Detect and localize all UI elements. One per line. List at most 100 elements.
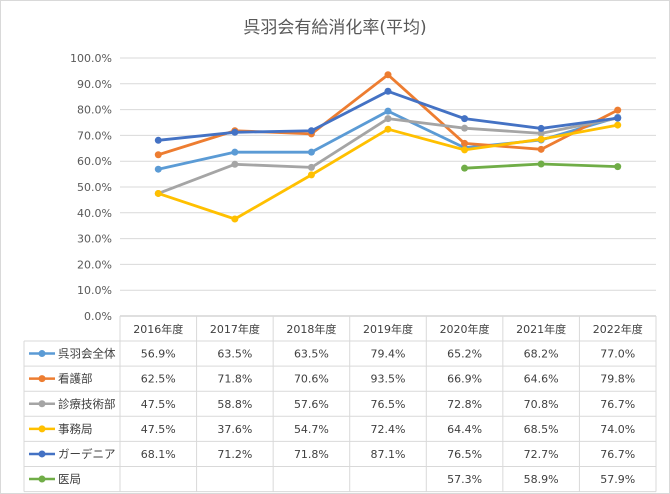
data-point (307, 127, 315, 135)
data-label: 68.1% (141, 448, 176, 461)
data-point (461, 124, 469, 132)
y-tick-label: 0.0% (84, 310, 112, 323)
data-point (537, 135, 545, 143)
legend-series-name: 事務局 (58, 422, 93, 436)
data-label: 79.4% (371, 348, 406, 361)
data-point (384, 125, 392, 133)
y-tick-label: 100.0% (70, 52, 112, 65)
y-tick-label: 90.0% (77, 78, 112, 91)
data-label: 71.8% (294, 448, 329, 461)
data-point (154, 189, 162, 197)
data-label: 57.9% (600, 473, 635, 486)
y-tick-label: 70.0% (77, 129, 112, 142)
data-label: 70.6% (294, 373, 329, 386)
data-label: 87.1% (371, 448, 406, 461)
data-label: 70.8% (524, 398, 559, 411)
data-label: 58.9% (524, 473, 559, 486)
data-point (154, 151, 162, 159)
legend-key-marker (38, 375, 46, 383)
x-category-label: 2019年度 (363, 322, 413, 336)
x-category-label: 2020年度 (440, 322, 490, 336)
data-point (231, 160, 239, 168)
data-point (537, 160, 545, 168)
legend-key-marker (38, 450, 46, 458)
legend-series-name: 診療技術部 (58, 397, 116, 411)
y-tick-label: 80.0% (77, 104, 112, 117)
y-tick-label: 30.0% (77, 233, 112, 246)
series-line (156, 123, 620, 221)
data-point (231, 148, 239, 156)
data-point (384, 71, 392, 79)
data-label: 79.8% (600, 373, 635, 386)
y-tick-label: 60.0% (77, 155, 112, 168)
legend-key-marker (38, 475, 46, 483)
data-point (537, 129, 545, 137)
y-tick-label: 10.0% (77, 284, 112, 297)
data-label: 72.8% (447, 398, 482, 411)
y-tick-label: 40.0% (77, 207, 112, 220)
data-label: 74.0% (600, 423, 635, 436)
x-category-label: 2018年度 (286, 322, 336, 336)
data-point (384, 115, 392, 123)
data-point (614, 114, 622, 122)
data-point (154, 165, 162, 173)
data-point (307, 148, 315, 156)
data-label: 65.2% (447, 348, 482, 361)
data-label: 76.5% (371, 398, 406, 411)
x-category-label: 2016年度 (133, 322, 183, 336)
data-label: 57.3% (447, 473, 482, 486)
data-label: 72.4% (371, 423, 406, 436)
x-category-label: 2017年度 (210, 322, 260, 336)
data-point (231, 128, 239, 136)
legend-series-name: 呉羽会全体 (58, 347, 116, 361)
data-label: 72.7% (524, 448, 559, 461)
data-point (231, 215, 239, 223)
data-point (461, 115, 469, 123)
data-label: 64.4% (447, 423, 482, 436)
data-point (537, 124, 545, 132)
x-category-label: 2021年度 (516, 322, 566, 336)
data-label: 71.2% (217, 448, 252, 461)
data-label: 47.5% (141, 423, 176, 436)
data-point (307, 163, 315, 171)
data-label: 68.5% (524, 423, 559, 436)
legend-key-marker (38, 350, 46, 358)
data-label: 47.5% (141, 398, 176, 411)
y-tick-label: 20.0% (77, 258, 112, 271)
data-point (461, 146, 469, 154)
series-line (156, 73, 620, 157)
data-point (384, 107, 392, 115)
data-point (154, 136, 162, 144)
legend-series-name: 看護部 (58, 372, 93, 386)
x-category-label: 2022年度 (593, 322, 643, 336)
data-point (384, 87, 392, 95)
data-label: 62.5% (141, 373, 176, 386)
legend-series-name: 医局 (58, 472, 81, 486)
data-label: 76.5% (447, 448, 482, 461)
data-label: 57.6% (294, 398, 329, 411)
legend-key-marker (38, 425, 46, 433)
data-table: 2016年度 2017年度 2018年度 2019年度 2020年度 2021年度 2022… (23, 315, 657, 493)
data-label: 58.8% (217, 398, 252, 411)
legend-series-name: ガーデニア (58, 447, 116, 461)
data-label: 77.0% (600, 348, 635, 361)
data-label: 37.6% (217, 423, 252, 436)
y-axis-tick-labels: 0.0% 10.0% 20.0% 30.0% 40.0% 50.0% 60.0% 70.0% 8… (70, 52, 112, 323)
data-label: 93.5% (371, 373, 406, 386)
data-label: 76.7% (600, 448, 635, 461)
chart-title: 呉羽会有給消化率(平均) (243, 18, 427, 38)
data-point (537, 145, 545, 153)
data-point (614, 106, 622, 114)
data-point (461, 139, 469, 147)
data-label: 63.5% (217, 348, 252, 361)
data-point (307, 171, 315, 179)
data-label: 66.9% (447, 373, 482, 386)
data-label: 63.5% (294, 348, 329, 361)
data-label: 76.7% (600, 398, 635, 411)
data-label: 64.6% (524, 373, 559, 386)
data-label: 56.9% (141, 348, 176, 361)
series-lines (154, 71, 622, 223)
data-point (614, 121, 622, 129)
